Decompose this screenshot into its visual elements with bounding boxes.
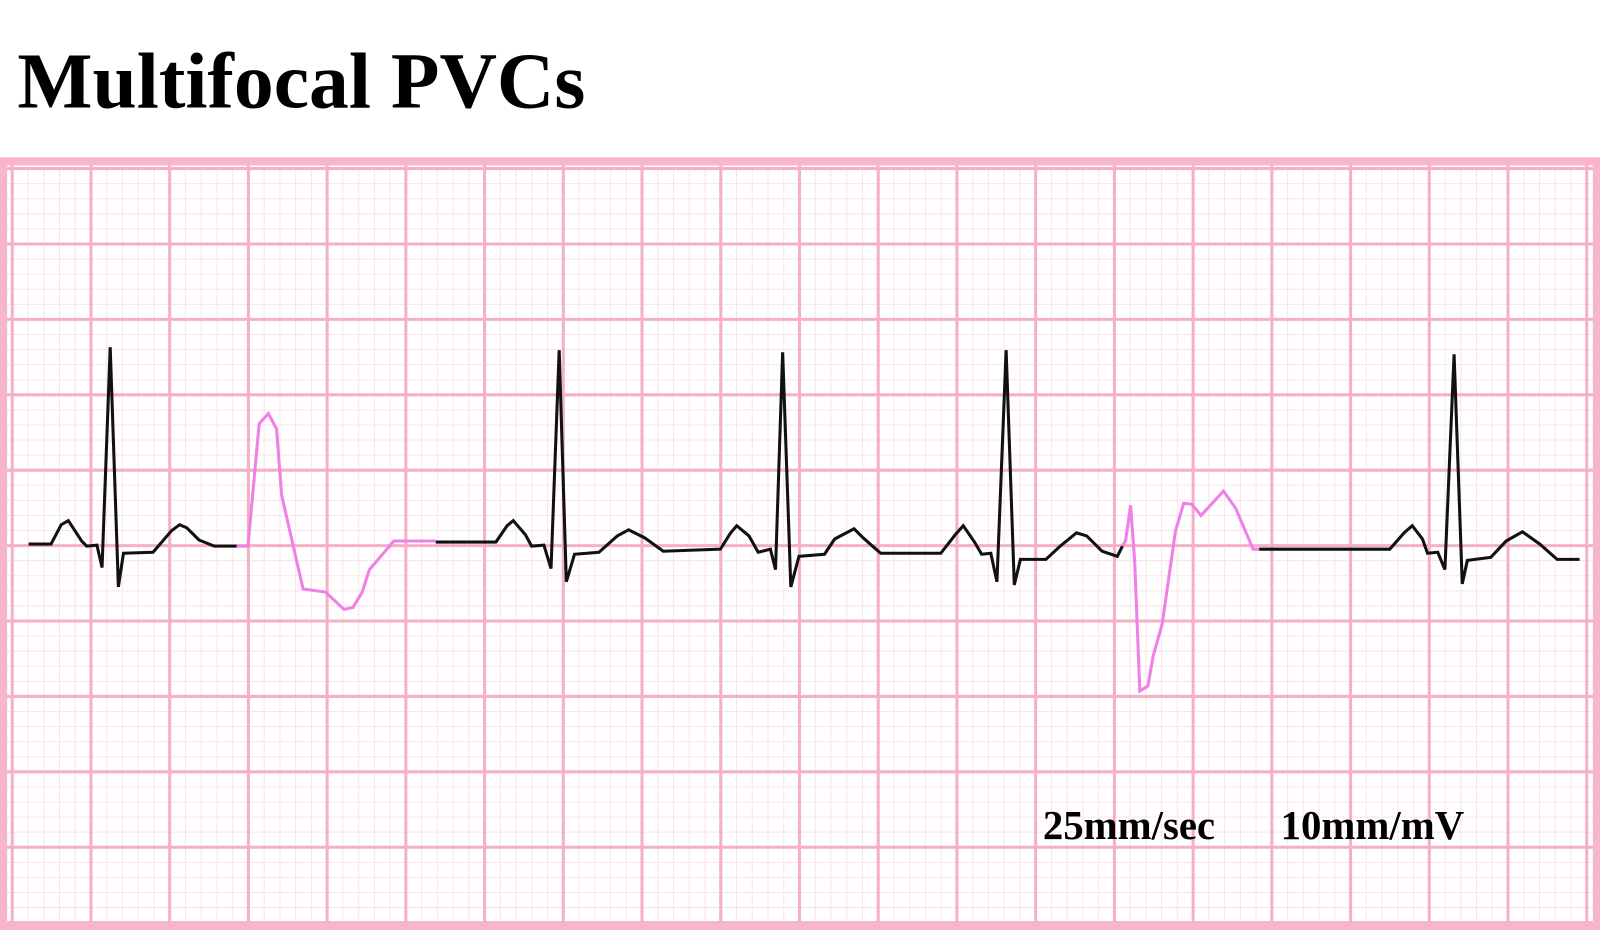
ecg-trace — [28, 347, 1580, 694]
grid-border — [0, 157, 1600, 930]
ecg-grid — [0, 157, 1600, 930]
normal-beat-trace — [1259, 354, 1580, 585]
normal-beat-trace — [28, 347, 237, 588]
pvc-trace — [236, 410, 436, 612]
paper-speed: 25mm/sec — [1043, 803, 1215, 848]
normal-beat-trace — [435, 350, 1124, 588]
title: Multifocal PVCs — [17, 37, 585, 125]
pvc-trace — [1121, 488, 1260, 694]
gain: 10mm/mV — [1281, 803, 1465, 848]
